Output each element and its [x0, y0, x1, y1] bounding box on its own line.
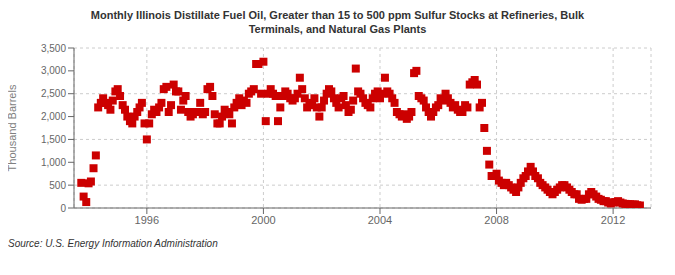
svg-text:2004: 2004 [368, 214, 392, 226]
svg-text:1,000: 1,000 [41, 157, 66, 168]
html-text:Source: U.S. Energy Informatio: Source: U.S. Energy Information Administ… [8, 238, 218, 249]
svg-text:Thousand Barrels: Thousand Barrels [8, 84, 18, 171]
svg-text:2012: 2012 [601, 214, 625, 226]
svg-text:2000: 2000 [251, 214, 275, 226]
svg-text:2,500: 2,500 [41, 88, 66, 99]
html-text:Terminals, and Natural Gas Pla: Terminals, and Natural Gas Plants [248, 23, 427, 35]
svg-text:2,000: 2,000 [41, 111, 66, 122]
svg-text:1,500: 1,500 [41, 134, 66, 145]
svg-text:3,000: 3,000 [41, 65, 66, 76]
svg-text:500: 500 [49, 180, 66, 191]
svg-text:0: 0 [60, 203, 66, 214]
svg-text:1996: 1996 [135, 214, 159, 226]
html-text:Monthly Illinois Distillate Fu: Monthly Illinois Distillate Fuel Oil, Gr… [90, 9, 585, 21]
svg-text:2008: 2008 [484, 214, 508, 226]
svg-text:3,500: 3,500 [41, 43, 66, 54]
